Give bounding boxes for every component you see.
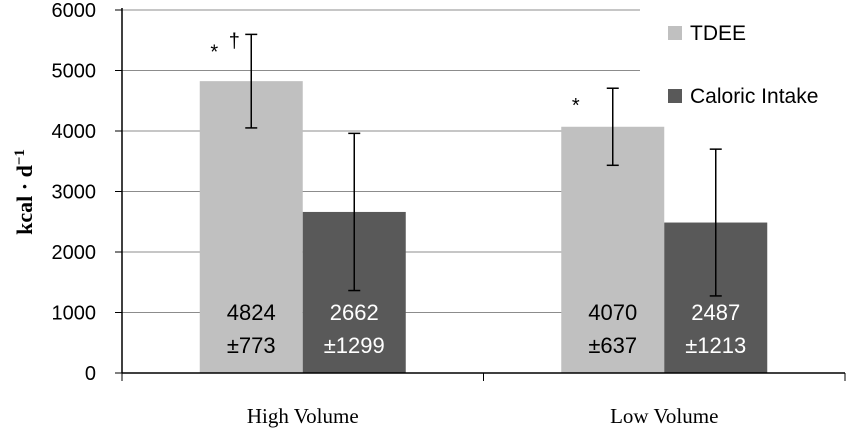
- y-tick-label: 4000: [52, 121, 97, 143]
- legend-label: TDEE: [690, 22, 746, 45]
- legend-swatch: [668, 26, 682, 40]
- data-label-error: ±773: [227, 333, 276, 358]
- legend-swatch: [668, 89, 682, 103]
- significance-marks: * † *: [210, 30, 580, 117]
- data-label-error: ±637: [588, 333, 637, 358]
- significance-asterisk: *: [572, 95, 580, 117]
- y-tick-labels: 0 1000 2000 3000 4000 5000 6000: [52, 0, 97, 385]
- data-label-error: ±1299: [324, 333, 385, 358]
- data-label: 4824: [227, 300, 276, 325]
- significance-asterisk: *: [210, 41, 218, 63]
- y-axis-label: kcal · d−1: [12, 149, 37, 235]
- legend-label: Caloric Intake: [690, 85, 818, 108]
- axes: [121, 8, 846, 381]
- x-category-label: Low Volume: [610, 404, 718, 428]
- data-labels: 4824 ±773 2662 ±1299 4070 ±637 2487 ±1213: [227, 300, 746, 358]
- y-tick-label: 6000: [52, 0, 97, 22]
- bar: [199, 81, 303, 373]
- data-label: 2487: [691, 300, 740, 325]
- y-tick-label: 2000: [52, 242, 97, 264]
- y-tick-label: 1000: [52, 303, 97, 325]
- error-bars: [245, 33, 722, 297]
- data-label: 4070: [588, 300, 637, 325]
- significance-dagger: †: [229, 30, 240, 52]
- data-label-error: ±1213: [685, 333, 746, 358]
- legend: TDEE Caloric Intake: [668, 22, 818, 108]
- bar: [561, 126, 665, 373]
- x-category-label: High Volume: [247, 404, 359, 428]
- x-category-labels: High Volume Low Volume: [247, 404, 719, 428]
- y-tick-label: 3000: [52, 182, 97, 204]
- y-tick-label: 0: [85, 363, 96, 385]
- data-label: 2662: [330, 300, 379, 325]
- bars: [199, 81, 768, 373]
- y-tick-label: 5000: [52, 61, 97, 83]
